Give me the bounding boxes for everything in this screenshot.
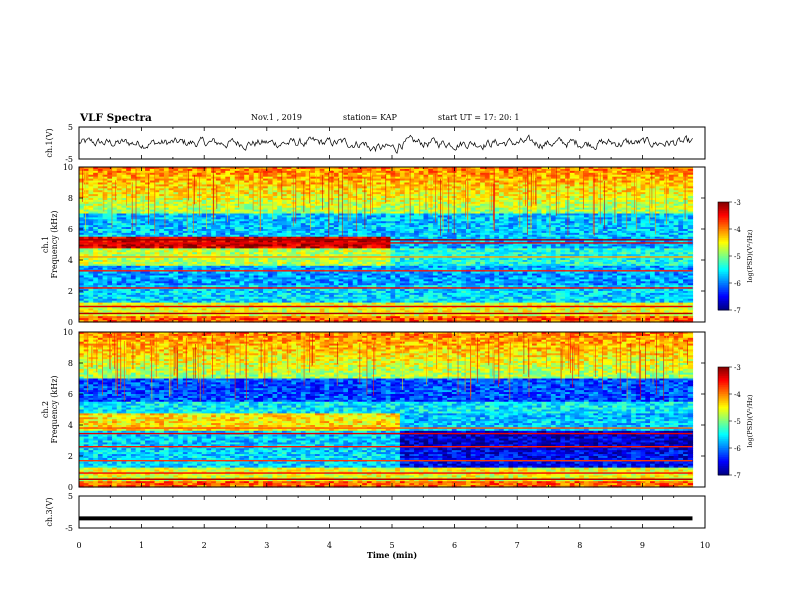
ch1-voltage-panel: 5-5ch.1(V) (45, 123, 705, 164)
ch1-voltage-trace (79, 135, 693, 153)
ylabel: ch.1(V) (45, 128, 54, 157)
ytick-label: 5 (68, 123, 73, 132)
vlf-spectra-figure: 5-5ch.1(V) 0246810ch.1 Frequency (kHz) 02… (0, 0, 792, 612)
